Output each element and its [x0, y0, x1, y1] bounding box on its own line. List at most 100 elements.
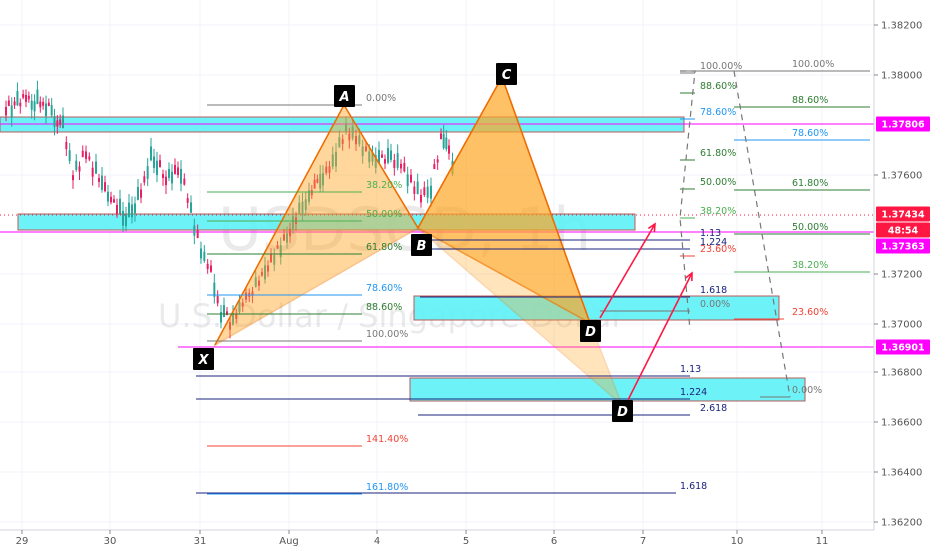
candle-body — [232, 312, 234, 325]
candle-body — [316, 179, 319, 183]
pattern-point-box — [193, 348, 214, 370]
candle-body — [125, 214, 127, 227]
y-tick-label: 1.37600 — [881, 171, 922, 182]
pattern-point-label: D — [585, 325, 596, 340]
candle-body — [10, 105, 13, 118]
x-axis: 29 30 31 Aug 4 5 6 7 10 11 — [0, 529, 874, 547]
y-tick-label: 1.36400 — [881, 468, 922, 479]
candle-body — [91, 167, 94, 177]
fib-label: 100.00% — [792, 59, 834, 70]
candle-body — [264, 265, 266, 280]
y-tick-label: 1.36600 — [881, 418, 922, 429]
candle-body — [104, 182, 106, 192]
candle-body — [251, 291, 254, 296]
pattern-point-box — [334, 85, 355, 107]
grid — [0, 0, 874, 530]
candle-body — [440, 133, 442, 140]
candle-body — [113, 199, 115, 203]
fib-label: 1.224 — [700, 237, 727, 248]
fib-label: 61.80% — [700, 148, 736, 159]
x-tick-label: 11 — [816, 536, 829, 547]
candle-body — [177, 167, 179, 176]
candle-body — [59, 119, 62, 125]
x-tick-label: 30 — [104, 536, 117, 547]
fib-label: 78.60% — [792, 128, 828, 139]
price-tag — [876, 339, 930, 355]
fib-label: 141.40% — [366, 434, 408, 445]
candle-body — [378, 149, 380, 164]
y-tick-label: 1.37000 — [881, 320, 922, 331]
candle-body — [358, 135, 361, 145]
candle-body — [331, 154, 334, 167]
fib-label: 88.60% — [366, 302, 402, 313]
pattern-points: X A B C D D — [193, 63, 633, 422]
fib-label: 1.13 — [700, 228, 721, 239]
fib-label: 1.618 — [700, 285, 727, 296]
candle-body — [107, 191, 109, 202]
candle-body — [146, 166, 149, 179]
candle-body — [283, 234, 285, 241]
candle-body — [325, 166, 328, 174]
x-tick-label: 4 — [374, 536, 380, 547]
fib-label: 61.80% — [366, 242, 402, 253]
candle-body — [410, 174, 412, 183]
price-tag — [876, 206, 930, 222]
candle-body — [273, 255, 276, 265]
candle-body — [223, 305, 225, 318]
price-tag-label: 48:54 — [888, 226, 919, 237]
candle-body — [119, 198, 121, 214]
candle-body — [304, 199, 307, 210]
candle-body — [25, 94, 27, 102]
pattern-path — [214, 75, 591, 346]
candle-body — [292, 216, 294, 230]
candle-body — [348, 133, 351, 141]
candle-body — [328, 166, 331, 173]
candle-body — [436, 159, 439, 163]
candle-body — [174, 164, 176, 174]
candle-body — [156, 160, 158, 176]
candle-body — [448, 145, 450, 154]
arrow-head — [685, 271, 693, 282]
candle-body — [75, 160, 78, 170]
candle-body — [351, 126, 354, 139]
price-tag-label: 1.37434 — [881, 210, 925, 221]
y-axis: 1.38200 1.38000 1.37600 1.37200 1.37000 1.368… — [873, 0, 932, 550]
projection-arrow — [599, 223, 656, 319]
candle-body — [88, 156, 91, 160]
candle-body — [430, 185, 432, 199]
candle-body — [406, 174, 409, 187]
candle-body — [200, 248, 202, 259]
fib-label: 61.80% — [792, 178, 828, 189]
candle-body — [403, 162, 406, 172]
candle-body — [279, 245, 282, 258]
pattern-point-label: X — [197, 353, 209, 368]
candle-body — [319, 173, 322, 189]
fib-label: 23.60% — [792, 307, 828, 318]
price-tag — [876, 222, 930, 238]
candle-body — [368, 151, 371, 163]
candle-body — [95, 161, 97, 174]
candle-body — [13, 101, 16, 106]
fib-label: 50.00% — [366, 209, 402, 220]
candle-body — [203, 251, 206, 261]
price-tag-label: 1.37363 — [881, 242, 924, 253]
fib-label: 38.20% — [366, 180, 402, 191]
pattern-point-box — [612, 400, 633, 422]
y-tick-label: 1.37200 — [881, 270, 922, 281]
candle-body — [62, 115, 64, 129]
fib-label: 78.60% — [366, 283, 402, 294]
candle-body — [128, 202, 130, 217]
candle-body — [433, 163, 436, 170]
candle-body — [150, 146, 152, 161]
candle-body — [180, 168, 182, 184]
x-tick-label: Aug — [279, 536, 299, 547]
candle-body — [47, 102, 50, 106]
candle-body — [186, 198, 189, 203]
candle-body — [131, 204, 133, 218]
candle-body — [27, 95, 30, 100]
candle-body — [168, 168, 170, 178]
candle-body — [53, 116, 56, 127]
candle-body — [165, 176, 167, 186]
candle-body — [361, 146, 364, 157]
